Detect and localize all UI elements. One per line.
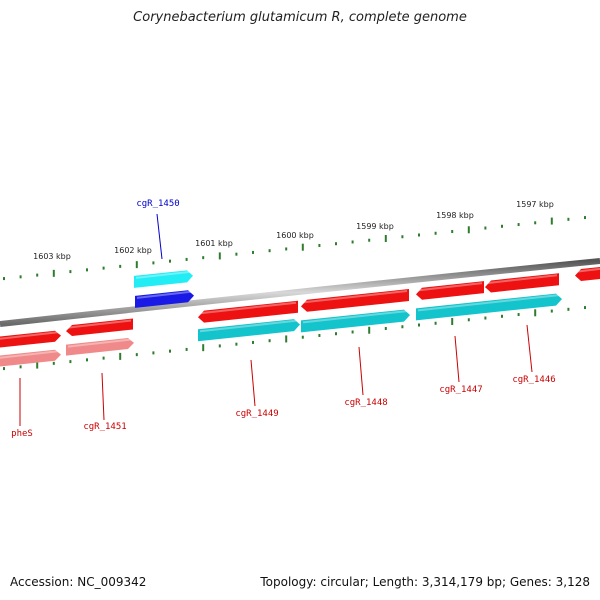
gene-label[interactable]: cgR_1450: [136, 199, 179, 209]
accession-text: Accession: NC_009342: [10, 575, 147, 589]
gene-arrow-phes-shine: [0, 331, 60, 340]
gene-arrow-cgr1448-lower-shine: [302, 309, 409, 324]
gene-arrow-cgr1449-lower: [198, 319, 300, 342]
ruler-tick-label: 1599 kbp: [356, 222, 394, 231]
gene-label[interactable]: cgR_1447: [439, 385, 482, 395]
gene-leader-line: [526, 324, 533, 373]
gene-label[interactable]: pheS: [11, 429, 33, 439]
gene-arrow-phes-lower: [0, 349, 61, 367]
gene-label[interactable]: cgR_1451: [83, 422, 126, 432]
topology-text: Topology: circular; Length: 3,314,179 bp…: [260, 575, 590, 589]
gene-arrow-cgr1450-cyan: [134, 270, 193, 288]
gene-arrow-cgr1447-lower: [416, 293, 562, 321]
ruler-tick-label: 1603 kbp: [33, 252, 71, 261]
gene-label[interactable]: cgR_1446: [512, 375, 555, 385]
gene-arrow-cgr1450-blue-shine: [136, 290, 193, 299]
gene-leader-line: [101, 372, 105, 421]
gene-labels: pheS cgR_1451 cgR_1450 cgR_1449 cgR_1448 cgR_…: [11, 199, 556, 439]
gene-leader-line: [250, 359, 256, 407]
gene-arrow-cgr1448-shine: [302, 290, 408, 304]
ruler-tick-label: 1601 kbp: [195, 239, 233, 248]
gene-leader-line: [358, 346, 364, 396]
gene-arrow-cgr1446: [485, 273, 559, 293]
gene-arrow-cgr1449-lower-shine: [199, 319, 299, 333]
gene-leader-line: [156, 213, 163, 260]
gene-features: [0, 266, 600, 367]
gene-arrow-phes: [0, 330, 61, 348]
gene-arrow-cgr1447: [416, 281, 484, 300]
ruler-labels: 1603 kbp 1602 kbp 1601 kbp 1600 kbp 1599 kbp…: [33, 200, 554, 261]
gene-arrow-cgr1449: [198, 300, 298, 323]
gene-label[interactable]: cgR_1448: [344, 398, 387, 408]
ruler-tick-label: 1597 kbp: [516, 200, 554, 209]
ruler-tick-label: 1602 kbp: [114, 246, 152, 255]
gene-arrow-cgr1451-lower: [66, 338, 134, 356]
ruler-tick-label: 1598 kbp: [436, 211, 474, 220]
gene-arrow-cgr1447-lower-shine: [417, 293, 561, 312]
gene-arrow-cgr1451: [66, 318, 133, 336]
gene-arrow-cgr1447-shine: [417, 282, 483, 292]
gene-arrow-next-shine: [576, 267, 600, 273]
gene-arrow-cgr1450-cyan-shine: [135, 270, 192, 279]
gene-arrow-cgr1451-lower-shine: [67, 338, 133, 348]
gene-arrow-next: [575, 266, 600, 281]
gene-arrow-cgr1448-lower: [301, 309, 410, 333]
gene-arrow-cgr1449-shine: [199, 301, 297, 315]
ruler-tick-label: 1600 kbp: [276, 231, 314, 240]
genome-backbone: [0, 258, 600, 327]
gene-arrow-cgr1450-blue: [135, 290, 194, 308]
gene-arrow-cgr1446-shine: [486, 274, 558, 285]
map-title: Corynebacterium glutamicum R, complete g…: [133, 10, 467, 25]
gene-arrow-cgr1448: [301, 289, 409, 312]
gene-arrow-cgr1451-shine: [67, 319, 132, 329]
ruler-ticks: [3, 216, 586, 371]
gene-leader-line: [454, 335, 460, 383]
gene-label[interactable]: cgR_1449: [235, 409, 278, 419]
gene-arrow-phes-lower-shine: [0, 350, 60, 359]
